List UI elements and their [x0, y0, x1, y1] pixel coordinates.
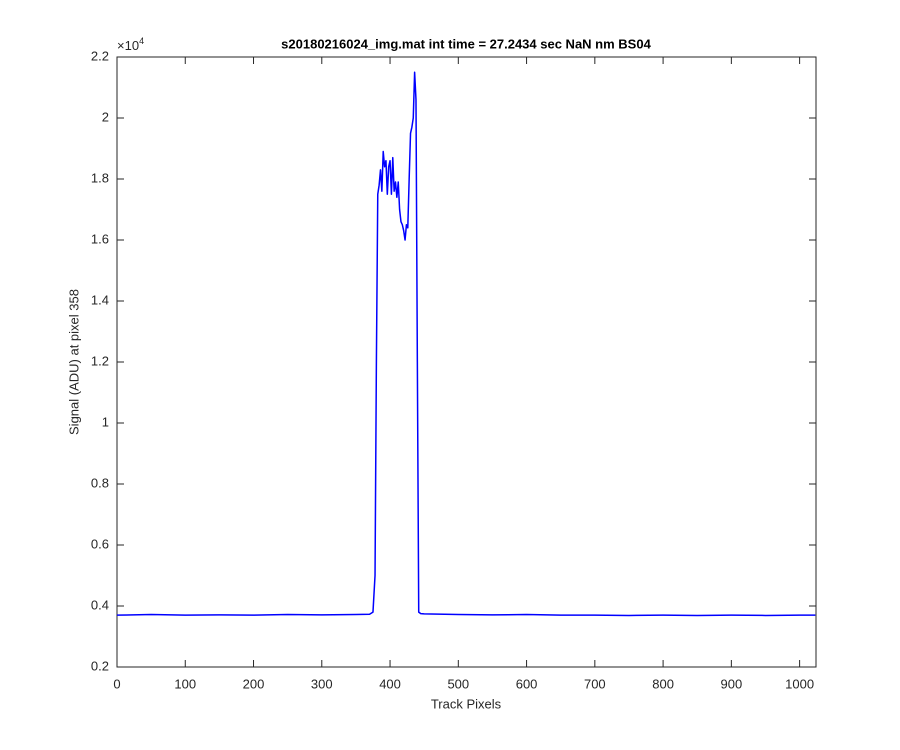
x-tick-label: 600 — [516, 676, 538, 691]
data-line — [116, 71, 816, 617]
multiplier-exponent: 4 — [139, 36, 144, 46]
multiplier-base: ×10 — [117, 38, 139, 53]
y-tick-label: 1.2 — [91, 353, 109, 368]
y-tick-label: 0.4 — [91, 597, 109, 612]
chart-title: s20180216024_img.mat int time = 27.2434 … — [281, 36, 651, 51]
x-tick-label: 200 — [243, 676, 265, 691]
x-tick-label: 900 — [721, 676, 743, 691]
y-tick-label: 2 — [102, 109, 109, 124]
y-tick-label: 1 — [102, 414, 109, 429]
x-tick-label: 500 — [447, 676, 469, 691]
y-multiplier: ×104 — [117, 36, 144, 53]
y-tick-label: 1.8 — [91, 170, 109, 185]
y-tick-label: 0.8 — [91, 475, 109, 490]
x-tick-label: 1000 — [785, 676, 814, 691]
y-tick-label: 0.2 — [91, 658, 109, 673]
x-tick-label: 300 — [311, 676, 333, 691]
y-axis-label: Signal (ADU) at pixel 358 — [66, 289, 81, 435]
x-tick-label: 0 — [113, 676, 120, 691]
x-tick-label: 700 — [584, 676, 606, 691]
y-tick-label: 1.4 — [91, 292, 109, 307]
y-tick-label: 1.6 — [91, 231, 109, 246]
x-tick-label: 100 — [174, 676, 196, 691]
y-tick-label: 0.6 — [91, 536, 109, 551]
x-tick-label: 800 — [652, 676, 674, 691]
y-tick-label: 2.2 — [91, 48, 109, 63]
x-axis-label: Track Pixels — [431, 696, 502, 711]
plot-frame — [116, 56, 817, 668]
x-tick-label: 400 — [379, 676, 401, 691]
